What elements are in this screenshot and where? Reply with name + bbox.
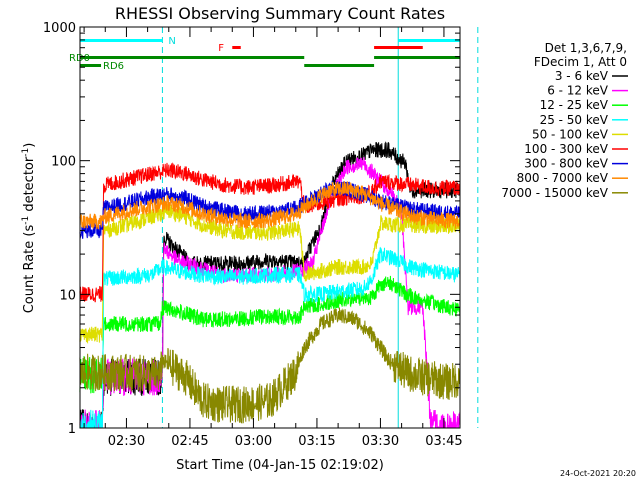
y-tick-label-0: 1 <box>68 422 76 437</box>
series-line-5 <box>79 162 461 310</box>
y-axis-label-mid: detector <box>22 156 37 216</box>
x-tick-label-3: 03:15 <box>298 434 335 449</box>
legend-label-4: 50 - 100 keV <box>532 127 609 141</box>
legend-label-5: 100 - 300 keV <box>524 142 608 156</box>
x-tick-label-0: 02:30 <box>108 434 145 449</box>
legend: Det 1,3,6,7,9, FDecim 1, Att 0 3 - 6 keV… <box>501 41 628 200</box>
series-line-7 <box>79 181 461 230</box>
legend-label-3: 25 - 50 keV <box>540 113 609 127</box>
y-axis-label-end: ) <box>22 143 37 148</box>
x-tick-label-2: 03:00 <box>235 434 272 449</box>
plot-frame <box>79 26 461 429</box>
legend-label-8: 7000 - 15000 keV <box>501 186 608 200</box>
x-tick-label-1: 02:45 <box>171 434 208 449</box>
generation-timestamp: 24-Oct-2021 20:20 <box>560 469 636 478</box>
x-tick-label-4: 03:30 <box>362 434 399 449</box>
y-axis-label-sup2: -1 <box>21 148 31 157</box>
legend-header-line2: FDecim 1, Att 0 <box>534 55 627 69</box>
legend-label-0: 3 - 6 keV <box>555 69 609 83</box>
series-line-8 <box>79 307 461 424</box>
y-tick-label-2: 100 <box>51 155 76 170</box>
legend-label-7: 800 - 7000 keV <box>517 171 609 185</box>
chart-title: RHESSI Observing Summary Count Rates <box>115 4 445 23</box>
legend-header-line1: Det 1,3,6,7,9, <box>545 41 627 55</box>
y-axis-label-sup1: -1 <box>21 216 31 225</box>
y-axis-label: Count Rate (s-1 detector-1) <box>21 143 37 314</box>
series-line-2 <box>79 275 461 394</box>
y-tick-label-1: 10 <box>59 288 76 303</box>
y-tick-label-3: 1000 <box>43 21 76 36</box>
rd6-flag-label: RD6 <box>103 61 124 72</box>
x-axis-label: Start Time (04-Jan-15 02:19:02) <box>176 458 384 473</box>
series-line-4 <box>79 204 461 345</box>
legend-label-6: 300 - 800 keV <box>524 157 608 171</box>
night-flag-label: N <box>168 36 175 47</box>
legend-label-2: 12 - 25 keV <box>540 98 609 112</box>
axes: 1 10 100 1000 02:30 02:45 03:00 03:15 03:30 03:45 <box>43 21 463 449</box>
series-group <box>79 141 461 429</box>
flare-flag-label: F <box>218 43 224 54</box>
x-tick-label-5: 03:45 <box>425 434 462 449</box>
y-axis-label-main: Count Rate (s <box>22 225 37 314</box>
legend-label-1: 6 - 12 keV <box>547 84 609 98</box>
series-line-3 <box>79 246 461 429</box>
